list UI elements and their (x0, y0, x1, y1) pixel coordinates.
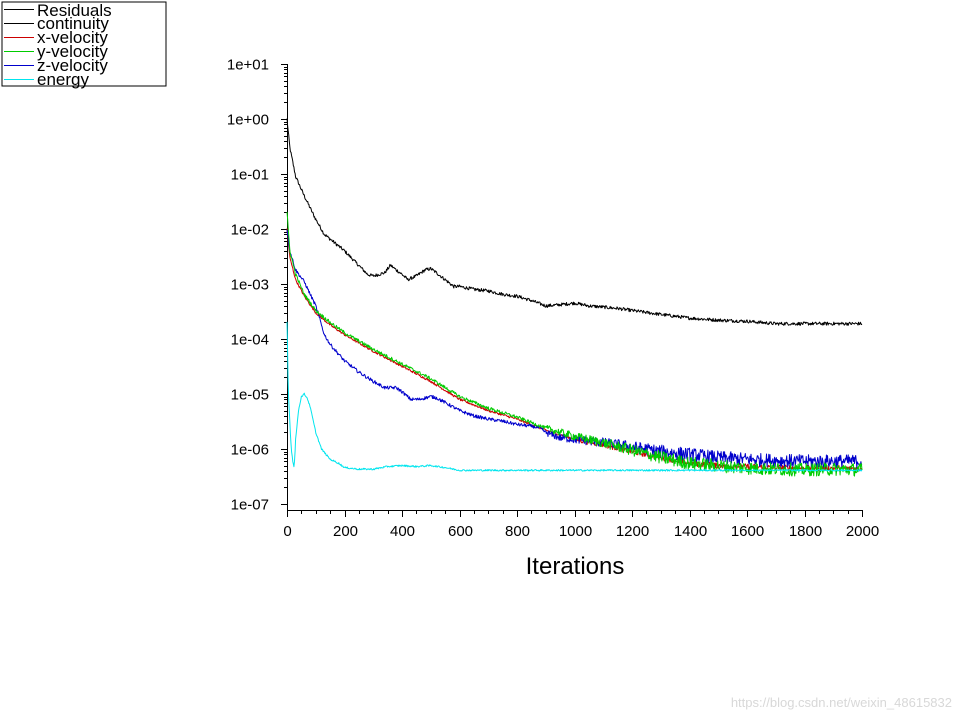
y-tick-label: 1e-03 (231, 277, 269, 294)
series-line-energy (286, 321, 863, 472)
legend: Residuals continuityx-velocityy-velocity… (1, 1, 167, 89)
x-tick-label: 600 (448, 523, 473, 540)
legend-label-continuity: continuity (37, 14, 109, 33)
x-tick-label: 1600 (731, 523, 764, 540)
watermark: https://blog.csdn.net/weixin_48615832 (730, 695, 952, 710)
legend-label-x-velocity: x-velocity (37, 28, 108, 47)
legend-label-energy: energy (37, 70, 89, 89)
x-tick-label: 1200 (616, 523, 649, 540)
legend-label-z-velocity: z-velocity (37, 56, 108, 75)
series-line-z-velocity (286, 229, 863, 469)
legend-label-y-velocity: y-velocity (37, 42, 108, 61)
y-tick-label: 1e+00 (227, 112, 269, 129)
series-layer (286, 118, 863, 477)
x-tick-label: 2000 (846, 523, 879, 540)
axes: 1e-07 1e-06 1e-05 1e-04 1e-03 1e-02 1e-01 1e+00… (227, 57, 879, 541)
series-line-y-velocity (286, 211, 863, 477)
legend-title: Residuals (37, 1, 112, 20)
y-tick-label: 1e-04 (231, 332, 269, 349)
x-tick-label: 400 (390, 523, 415, 540)
legend-box (1, 1, 167, 87)
y-tick-label: 1e-01 (231, 167, 269, 184)
series-line-continuity (286, 118, 863, 326)
x-tick-label: 800 (505, 523, 530, 540)
x-tick-label: 0 (283, 523, 291, 540)
y-tick-label: 1e-05 (231, 387, 269, 404)
x-tick-label: 200 (333, 523, 358, 540)
y-tick-label: 1e-02 (231, 222, 269, 239)
x-axis-label: Iterations (526, 553, 625, 580)
x-tick-label: 1000 (559, 523, 592, 540)
y-tick-label: 1e+01 (227, 57, 269, 74)
y-tick-label: 1e-06 (231, 442, 269, 459)
x-tick-label: 1400 (674, 523, 707, 540)
x-tick-label: 1800 (789, 523, 822, 540)
y-tick-label: 1e-07 (231, 497, 269, 514)
